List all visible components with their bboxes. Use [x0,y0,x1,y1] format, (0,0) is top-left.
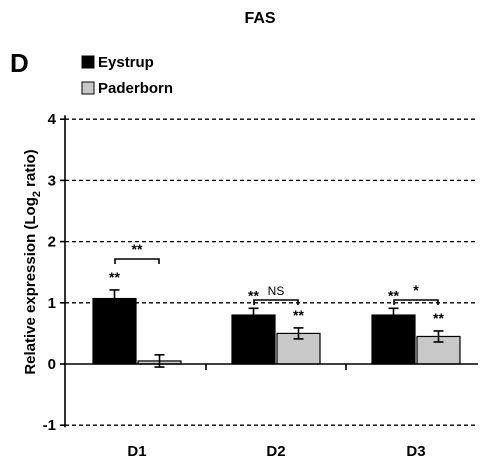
error-bar-eystrup-d2 [248,307,259,323]
error-bar-eystrup-d1 [109,289,120,308]
sig-mark-paderborn-d2: ** [293,307,304,323]
sig-mark-eystrup-d2: ** [248,287,259,303]
y-tick-label-4: 3 [48,172,56,189]
x-category-label-d1: D1 [127,443,146,460]
y-axis-label-subscript: 2 [31,191,43,197]
legend-label-paderborn: Paderborn [98,80,173,97]
legend-swatch-paderborn [81,81,95,95]
comparison-bracket-d1: ** [114,241,160,264]
comparison-label-d1: ** [132,241,143,257]
y-tick-label-0: -1 [43,417,56,434]
significance-marks: ** ** ** ** ** ** NS * [109,241,444,326]
x-category-label-d3: D3 [406,443,425,460]
panel-label: D [10,48,29,78]
error-bar-paderborn-d3 [433,330,444,343]
error-bar-paderborn-d2 [293,327,304,340]
error-bar-paderborn-d1 [154,354,165,368]
legend-swatch-eystrup [81,55,95,69]
bar-eystrup-d1 [92,297,137,365]
error-bar-eystrup-d3 [388,307,399,323]
comparison-label-d2: NS [268,284,285,298]
gridlines [65,118,478,426]
sig-mark-eystrup-d3: ** [388,287,399,303]
sig-mark-paderborn-d3: ** [433,310,444,326]
x-category-label-d2: D2 [266,443,285,460]
y-axis-label: Relative expression (Log2 ratio) [22,149,43,374]
y-axis-ticks: -1 0 1 2 3 4 [43,111,65,434]
y-tick-label-2: 1 [48,295,56,312]
y-tick-label-3: 2 [48,234,56,251]
y-axis-label-tail: ratio) [22,149,39,191]
bars [92,289,461,368]
legend: Eystrup Paderborn [81,54,173,97]
y-tick-label-5: 4 [48,111,57,128]
comparison-label-d3: * [413,282,419,298]
chart-title: FAS [244,10,275,27]
x-axis: D1 D2 D3 [64,115,478,460]
comparison-bracket-d3: * [393,282,439,305]
legend-label-eystrup: Eystrup [98,54,154,71]
y-tick-label-1: 0 [48,356,56,373]
comparison-bracket-d2: NS [253,284,299,305]
sig-mark-eystrup-d1: ** [109,269,120,285]
